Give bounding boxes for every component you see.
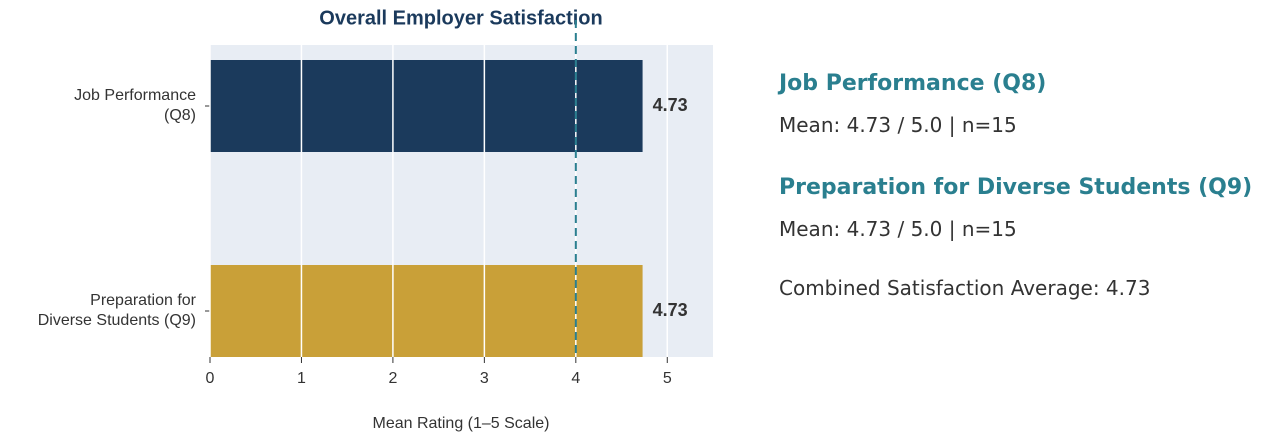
y-tick-label: Preparation for xyxy=(90,292,197,309)
item-text: Mean: 4.73 / 5.0 | n=15 xyxy=(779,113,1017,137)
summary-panel: Job Performance (Q8) Mean: 4.73 / 5.0 | n… xyxy=(779,68,1279,300)
y-tick-label: Diverse Students (Q9) xyxy=(38,312,196,329)
y-tick-label: Job Performance xyxy=(74,87,196,104)
y-tick-label: (Q8) xyxy=(164,107,196,124)
item-heading: Preparation for Diverse Students (Q9) xyxy=(779,175,1253,200)
x-tick-label: 2 xyxy=(388,370,397,387)
x-tick-label: 0 xyxy=(206,370,215,387)
footer-text: Combined Satisfaction Average: 4.73 xyxy=(779,276,1151,300)
x-tick-label: 5 xyxy=(663,370,672,387)
item-text: Mean: 4.73 / 5.0 | n=15 xyxy=(779,217,1017,241)
value-label: 4.73 xyxy=(653,95,688,115)
x-tick-label: 3 xyxy=(480,370,489,387)
item-heading: Job Performance (Q8) xyxy=(779,71,1047,96)
chart-title: Overall Employer Satisfaction xyxy=(319,7,602,29)
x-tick-label: 4 xyxy=(571,370,580,387)
bar xyxy=(210,60,643,152)
value-label: 4.73 xyxy=(653,300,688,320)
chart: Overall Employer Satisfaction Mean Ratin… xyxy=(38,7,713,432)
x-axis-label: Mean Rating (1–5 Scale) xyxy=(373,415,550,432)
bar xyxy=(210,265,643,357)
x-tick-label: 1 xyxy=(297,370,306,387)
